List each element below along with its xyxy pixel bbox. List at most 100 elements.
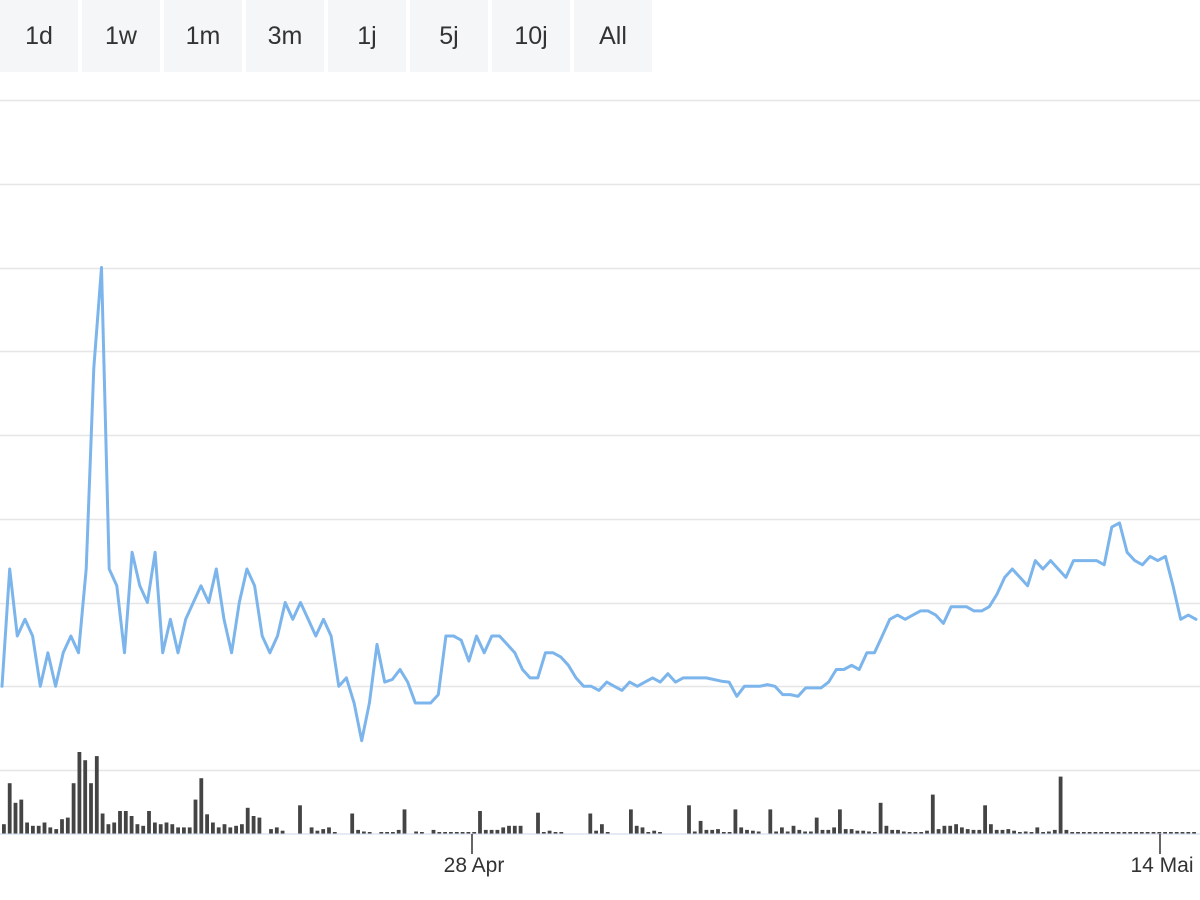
volume-bar — [1099, 832, 1104, 834]
volume-bar — [901, 831, 906, 834]
volume-bar — [269, 829, 273, 834]
range-button-5j[interactable]: 5j — [410, 0, 488, 72]
volume-bar — [350, 813, 355, 834]
volume-bar — [199, 778, 204, 834]
volume-bar — [797, 829, 802, 834]
volume-bar — [94, 756, 99, 834]
volume-bar — [809, 831, 813, 834]
range-button-all[interactable]: All — [574, 0, 652, 72]
volume-bar — [704, 829, 709, 834]
volume-bar — [420, 832, 424, 834]
volume-bar — [640, 827, 645, 834]
volume-bar — [698, 820, 703, 834]
volume-bar — [240, 824, 244, 834]
volume-bar — [478, 811, 482, 834]
volume-bar — [994, 829, 999, 834]
volume-bar — [1035, 827, 1040, 834]
volume-bar — [588, 813, 593, 834]
volume-bar — [472, 832, 477, 834]
range-button-3m[interactable]: 3m — [246, 0, 324, 72]
range-button-1m[interactable]: 1m — [164, 0, 242, 72]
volume-bar — [164, 822, 169, 834]
volume-bar — [25, 822, 29, 834]
volume-bar — [118, 811, 122, 834]
volume-bar — [559, 832, 564, 834]
volume-bar — [1006, 829, 1011, 834]
volume-bar — [867, 831, 871, 834]
volume-bar — [147, 811, 151, 834]
volume-bar — [658, 832, 662, 834]
volume-bar — [1023, 831, 1028, 834]
range-button-1w[interactable]: 1w — [82, 0, 160, 72]
volume-bar — [489, 829, 494, 834]
price-line[interactable] — [0, 266, 1198, 743]
volume-bar — [321, 829, 326, 834]
volume-bar — [13, 802, 18, 834]
volume-bar — [716, 829, 720, 834]
volume-bar — [31, 825, 35, 834]
volume-bar — [756, 831, 761, 834]
volume-bar — [106, 824, 111, 834]
volume-bar — [861, 830, 866, 834]
volume-bar — [855, 830, 860, 834]
volume-bar — [541, 832, 546, 834]
volume-bar — [466, 832, 471, 834]
volume-bar — [385, 832, 389, 834]
volume-bar — [1134, 832, 1138, 834]
volume-bar — [1105, 832, 1109, 834]
volume-bar — [1052, 829, 1057, 834]
volume-bar — [327, 827, 331, 834]
volume-bar — [965, 829, 970, 834]
volume-bar — [687, 805, 691, 834]
volume-bar — [437, 832, 442, 834]
volume-bar — [814, 817, 819, 834]
range-button-1d[interactable]: 1d — [0, 0, 78, 72]
volume-bar — [298, 805, 302, 834]
volume-bar — [692, 831, 697, 834]
volume-bar — [129, 816, 134, 834]
volume-bar — [187, 827, 192, 834]
volume-bar — [832, 827, 836, 834]
volume-bar — [135, 824, 140, 834]
volume-bar — [954, 824, 958, 834]
volume-bar — [54, 829, 59, 834]
volume-bar — [1128, 832, 1133, 834]
volume-bar — [89, 783, 93, 834]
volume-bar — [942, 825, 947, 834]
volume-bar — [100, 813, 105, 834]
volume-bar — [913, 832, 918, 834]
volume-bar — [443, 832, 447, 834]
range-button-10j[interactable]: 10j — [492, 0, 570, 72]
volume-bar — [751, 830, 755, 834]
volume-bar — [960, 827, 964, 834]
volume-bar — [112, 822, 117, 834]
volume-bar — [454, 832, 459, 834]
volume-bar — [170, 824, 175, 834]
volume-bar — [501, 827, 506, 834]
volume-bar — [594, 830, 598, 834]
range-button-1j[interactable]: 1j — [328, 0, 406, 72]
volume-bar — [193, 799, 198, 834]
volume-bar — [745, 829, 749, 834]
volume-bar — [553, 832, 558, 834]
volume-bar — [379, 832, 384, 834]
volume-bar — [1169, 832, 1173, 834]
volume-bar — [1018, 832, 1022, 834]
volume-bar — [7, 783, 12, 834]
volume-bar — [652, 830, 657, 834]
volume-bar — [205, 814, 209, 834]
volume-bar — [919, 832, 924, 834]
volume-bar — [42, 822, 47, 834]
volume-bar — [936, 829, 941, 834]
volume-bar — [989, 824, 993, 834]
volume-bar — [629, 809, 633, 834]
volume-bar — [48, 827, 53, 834]
volume-bar — [211, 822, 215, 834]
x-axis: 28 Apr 14 Mai — [444, 834, 1194, 877]
volume-bar — [1139, 832, 1144, 834]
volume-bar — [396, 829, 401, 834]
volume-bar — [274, 827, 279, 834]
volume-bar — [1081, 832, 1086, 834]
volume-bar — [362, 831, 366, 834]
